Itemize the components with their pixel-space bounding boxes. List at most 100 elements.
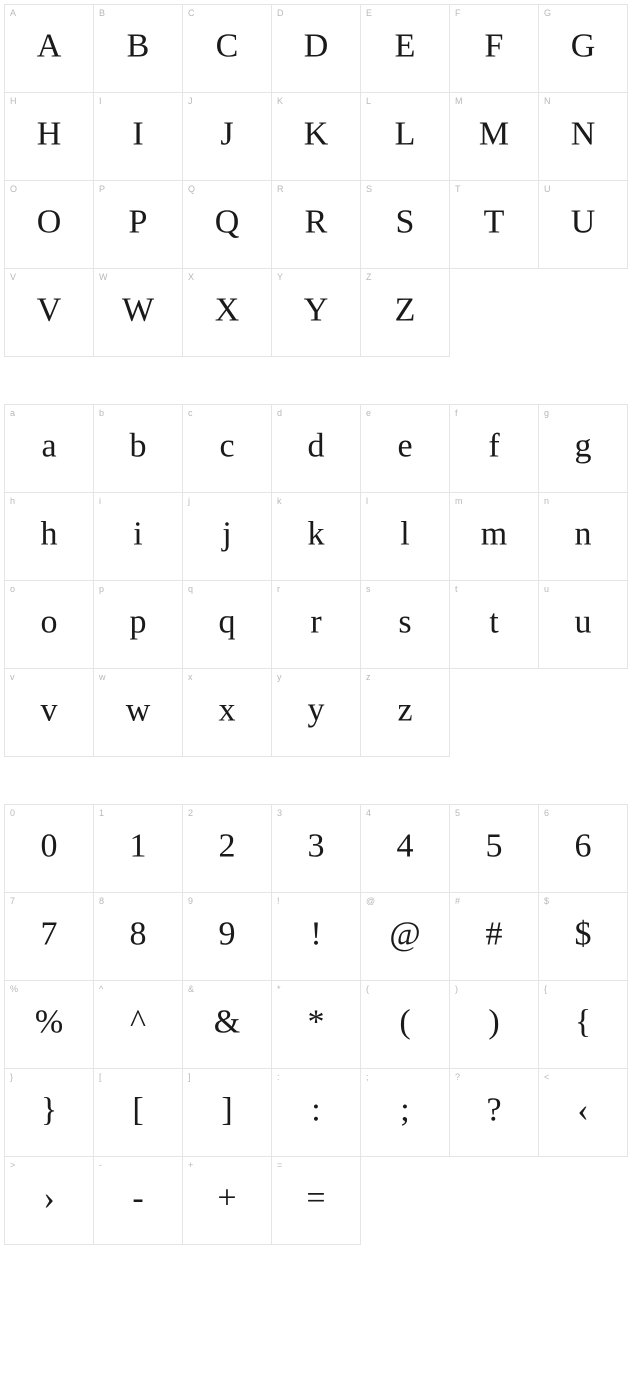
glyph-cell[interactable]: ii bbox=[93, 492, 183, 581]
glyph-char: Q bbox=[215, 205, 240, 239]
glyph-cell[interactable]: EE bbox=[360, 4, 450, 93]
glyph-cell[interactable]: nn bbox=[538, 492, 628, 581]
glyph-cell[interactable]: ;; bbox=[360, 1068, 450, 1157]
glyph-char: H bbox=[37, 117, 62, 151]
glyph-cell[interactable]: hh bbox=[4, 492, 94, 581]
glyph-cell[interactable]: cc bbox=[182, 404, 272, 493]
glyph-cell[interactable]: aa bbox=[4, 404, 94, 493]
glyph-cell[interactable]: 44 bbox=[360, 804, 450, 893]
glyph-cell[interactable]: ZZ bbox=[360, 268, 450, 357]
glyph-cell[interactable]: ?? bbox=[449, 1068, 539, 1157]
glyph-label: 0 bbox=[10, 808, 15, 818]
glyph-cell[interactable]: OO bbox=[4, 180, 94, 269]
glyph-cell[interactable]: WW bbox=[93, 268, 183, 357]
glyph-char: v bbox=[41, 693, 58, 727]
glyph-cell[interactable]: XX bbox=[182, 268, 272, 357]
glyph-cell[interactable]: mm bbox=[449, 492, 539, 581]
glyph-cell[interactable]: 88 bbox=[93, 892, 183, 981]
glyph-cell[interactable]: ## bbox=[449, 892, 539, 981]
glyph-cell[interactable]: JJ bbox=[182, 92, 272, 181]
glyph-cell[interactable]: {{ bbox=[538, 980, 628, 1069]
glyph-cell[interactable]: uu bbox=[538, 580, 628, 669]
glyph-cell[interactable]: BB bbox=[93, 4, 183, 93]
glyph-char: f bbox=[488, 429, 499, 463]
glyph-label: n bbox=[544, 496, 549, 506]
glyph-cell[interactable]: UU bbox=[538, 180, 628, 269]
glyph-cell[interactable]: ** bbox=[271, 980, 361, 1069]
glyph-cell[interactable]: 11 bbox=[93, 804, 183, 893]
glyph-cell[interactable]: ll bbox=[360, 492, 450, 581]
glyph-cell[interactable]: }} bbox=[4, 1068, 94, 1157]
glyph-cell[interactable]: DD bbox=[271, 4, 361, 93]
glyph-cell[interactable]: ]] bbox=[182, 1068, 272, 1157]
glyph-cell[interactable]: RR bbox=[271, 180, 361, 269]
glyph-cell[interactable]: 33 bbox=[271, 804, 361, 893]
glyph-cell[interactable]: !! bbox=[271, 892, 361, 981]
glyph-cell[interactable]: ee bbox=[360, 404, 450, 493]
glyph-cell[interactable]: :: bbox=[271, 1068, 361, 1157]
glyph-cell[interactable]: ^^ bbox=[93, 980, 183, 1069]
glyph-cell[interactable]: SS bbox=[360, 180, 450, 269]
glyph-cell[interactable]: %% bbox=[4, 980, 94, 1069]
glyph-cell[interactable]: -- bbox=[93, 1156, 183, 1245]
glyph-cell[interactable]: (( bbox=[360, 980, 450, 1069]
glyph-cell[interactable]: II bbox=[93, 92, 183, 181]
glyph-cell[interactable]: >› bbox=[4, 1156, 94, 1245]
glyph-cell[interactable]: $$ bbox=[538, 892, 628, 981]
glyph-cell[interactable]: gg bbox=[538, 404, 628, 493]
glyph-cell[interactable]: bb bbox=[93, 404, 183, 493]
glyph-cell[interactable]: kk bbox=[271, 492, 361, 581]
glyph-cell[interactable]: ss bbox=[360, 580, 450, 669]
glyph-cell[interactable]: vv bbox=[4, 668, 94, 757]
glyph-cell[interactable]: yy bbox=[271, 668, 361, 757]
glyph-cell[interactable]: FF bbox=[449, 4, 539, 93]
glyph-cell[interactable]: HH bbox=[4, 92, 94, 181]
glyph-cell[interactable]: 66 bbox=[538, 804, 628, 893]
glyph-char: ? bbox=[486, 1093, 501, 1127]
glyph-cell[interactable]: @@ bbox=[360, 892, 450, 981]
glyph-cell[interactable]: oo bbox=[4, 580, 94, 669]
glyph-cell[interactable]: QQ bbox=[182, 180, 272, 269]
glyph-cell[interactable]: GG bbox=[538, 4, 628, 93]
glyph-cell[interactable]: dd bbox=[271, 404, 361, 493]
glyph-cell[interactable]: YY bbox=[271, 268, 361, 357]
glyph-cell[interactable]: jj bbox=[182, 492, 272, 581]
glyph-cell[interactable]: <‹ bbox=[538, 1068, 628, 1157]
glyph-cell[interactable]: ff bbox=[449, 404, 539, 493]
glyph-char: i bbox=[133, 517, 142, 551]
glyph-char: + bbox=[217, 1181, 236, 1215]
glyph-cell[interactable]: [[ bbox=[93, 1068, 183, 1157]
glyph-char: p bbox=[130, 605, 147, 639]
glyph-cell[interactable]: NN bbox=[538, 92, 628, 181]
glyph-cell[interactable]: 22 bbox=[182, 804, 272, 893]
glyph-char: u bbox=[575, 605, 592, 639]
glyph-label: K bbox=[277, 96, 283, 106]
glyph-cell[interactable]: 99 bbox=[182, 892, 272, 981]
glyph-cell[interactable]: 00 bbox=[4, 804, 94, 893]
glyph-cell[interactable]: ww bbox=[93, 668, 183, 757]
glyph-cell[interactable]: AA bbox=[4, 4, 94, 93]
glyph-cell[interactable]: MM bbox=[449, 92, 539, 181]
glyph-label: < bbox=[544, 1072, 549, 1082]
glyph-cell[interactable]: rr bbox=[271, 580, 361, 669]
glyph-cell[interactable]: pp bbox=[93, 580, 183, 669]
glyph-label: ] bbox=[188, 1072, 191, 1082]
glyph-cell[interactable]: KK bbox=[271, 92, 361, 181]
glyph-cell[interactable]: ++ bbox=[182, 1156, 272, 1245]
glyph-cell[interactable]: xx bbox=[182, 668, 272, 757]
glyph-cell[interactable]: qq bbox=[182, 580, 272, 669]
glyph-cell[interactable]: == bbox=[271, 1156, 361, 1245]
glyph-cell[interactable]: 77 bbox=[4, 892, 94, 981]
glyph-cell[interactable]: PP bbox=[93, 180, 183, 269]
glyph-cell[interactable]: && bbox=[182, 980, 272, 1069]
glyph-cell[interactable]: 55 bbox=[449, 804, 539, 893]
glyph-cell[interactable]: CC bbox=[182, 4, 272, 93]
glyph-cell[interactable]: LL bbox=[360, 92, 450, 181]
glyph-char: g bbox=[575, 429, 592, 463]
glyph-cell[interactable]: TT bbox=[449, 180, 539, 269]
glyph-cell[interactable]: )) bbox=[449, 980, 539, 1069]
glyph-char: R bbox=[305, 205, 328, 239]
glyph-cell[interactable]: tt bbox=[449, 580, 539, 669]
glyph-cell[interactable]: zz bbox=[360, 668, 450, 757]
glyph-cell[interactable]: VV bbox=[4, 268, 94, 357]
